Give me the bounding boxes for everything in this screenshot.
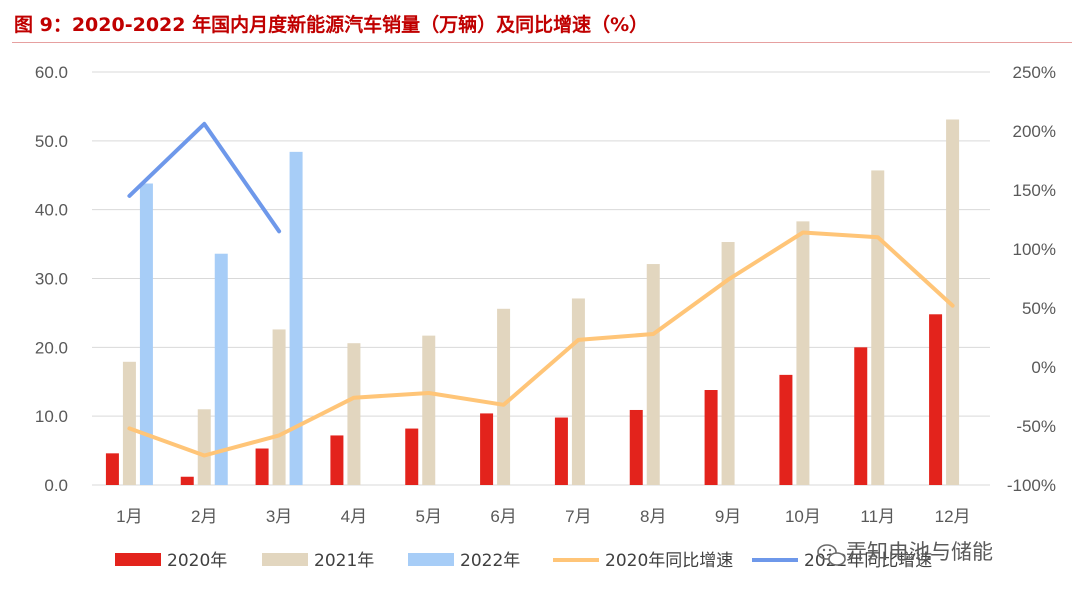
bar-2020年	[704, 390, 718, 485]
wechat-icon	[817, 544, 846, 566]
x-axis-tick: 11月	[860, 507, 895, 526]
x-axis-tick: 4月	[341, 507, 367, 526]
bar-2020年	[480, 413, 494, 485]
bar-2020年	[854, 347, 868, 485]
x-axis-tick: 12月	[935, 507, 971, 526]
right-axis-ticks: -100% -50% 0% 50% 100% 150% 200% 250%	[1007, 63, 1056, 495]
bar-2021年	[946, 119, 960, 486]
legend-label: 2020年	[167, 551, 227, 571]
chart-title: 图 9：2020-2022 年国内月度新能源汽车销量（万辆）及同比增速（%）	[14, 14, 649, 36]
right-axis-tick: 0%	[1031, 358, 1056, 377]
legend-item: 2020年	[115, 551, 227, 571]
bar-2021年	[347, 343, 361, 485]
x-axis-tick: 9月	[715, 507, 741, 526]
series-lines	[127, 121, 955, 458]
legend-swatch	[115, 553, 161, 566]
bar-2021年	[796, 221, 810, 485]
left-axis-tick: 10.0	[35, 407, 68, 426]
x-axis-tick: 10月	[785, 507, 821, 526]
gridlines	[92, 71, 990, 486]
left-axis-tick: 40.0	[35, 201, 68, 220]
legend-swatch	[408, 553, 454, 566]
bar-2020年	[405, 428, 419, 485]
bar-2021年	[422, 335, 436, 485]
left-axis-tick: 20.0	[35, 338, 68, 357]
right-axis-tick: -100%	[1007, 476, 1056, 495]
bar-2021年	[197, 409, 211, 485]
legend-label: 2021年	[314, 551, 374, 571]
bar-2021年	[871, 170, 885, 485]
left-axis-tick: 60.0	[35, 63, 68, 82]
bar-2020年	[180, 476, 194, 485]
left-axis-tick: 30.0	[35, 270, 68, 289]
left-axis-tick: 50.0	[35, 132, 68, 151]
bar-2020年	[629, 409, 643, 485]
x-axis-tick: 7月	[565, 507, 591, 526]
title-divider	[12, 42, 1072, 43]
right-axis-tick: 100%	[1013, 240, 1056, 259]
bar-2022年	[289, 151, 303, 485]
right-axis-tick: 250%	[1013, 63, 1056, 82]
left-axis-tick: 0.0	[44, 476, 68, 495]
bar-2020年	[105, 453, 119, 485]
bar-2020年	[554, 417, 568, 485]
right-axis-tick: 50%	[1022, 299, 1056, 318]
x-axis-tick: 8月	[640, 507, 666, 526]
watermark-text: 弄知电池与储能	[846, 540, 993, 564]
bar-2021年	[272, 329, 286, 485]
bar-2021年	[646, 264, 660, 485]
left-axis-ticks: 0.0 10.0 20.0 30.0 40.0 50.0 60.0	[35, 63, 68, 495]
legend-label: 2022年	[460, 551, 520, 571]
right-axis-tick: -50%	[1016, 417, 1056, 436]
bar-2021年	[721, 242, 735, 485]
watermark: 弄知电池与储能	[817, 540, 993, 566]
legend-swatch	[262, 553, 308, 566]
legend-item: 2022年	[408, 551, 520, 571]
legend-item: 2020年同比增速	[553, 551, 733, 571]
line-2020年同比增速	[127, 230, 955, 458]
x-axis-tick: 6月	[490, 507, 516, 526]
bar-2022年	[214, 253, 228, 485]
bar-2021年	[497, 308, 511, 485]
right-axis-tick: 150%	[1013, 181, 1056, 200]
right-axis-tick: 200%	[1013, 122, 1056, 141]
x-axis-tick: 5月	[416, 507, 442, 526]
bar-2021年	[122, 361, 136, 485]
bar-2020年	[330, 435, 344, 485]
bar-2020年	[779, 374, 793, 485]
line-2022年同比增速	[127, 121, 282, 234]
x-axis-tick: 3月	[266, 507, 292, 526]
legend-label: 2020年同比增速	[605, 551, 733, 571]
bar-2020年	[929, 314, 943, 485]
legend-item: 2021年	[262, 551, 374, 571]
legend: 2020年 2021年 2022年 2020年同比增速 2022年同比增速	[115, 551, 932, 571]
x-axis-tick: 1月	[116, 507, 142, 526]
x-axis-ticks: 1月 2月 3月 4月 5月 6月 7月 8月 9月 10月 11月 12月	[116, 507, 970, 526]
bar-2020年	[255, 448, 269, 485]
bar-2021年	[571, 298, 585, 485]
bar-2022年	[139, 183, 153, 485]
bars	[105, 119, 960, 486]
x-axis-tick: 2月	[191, 507, 217, 526]
